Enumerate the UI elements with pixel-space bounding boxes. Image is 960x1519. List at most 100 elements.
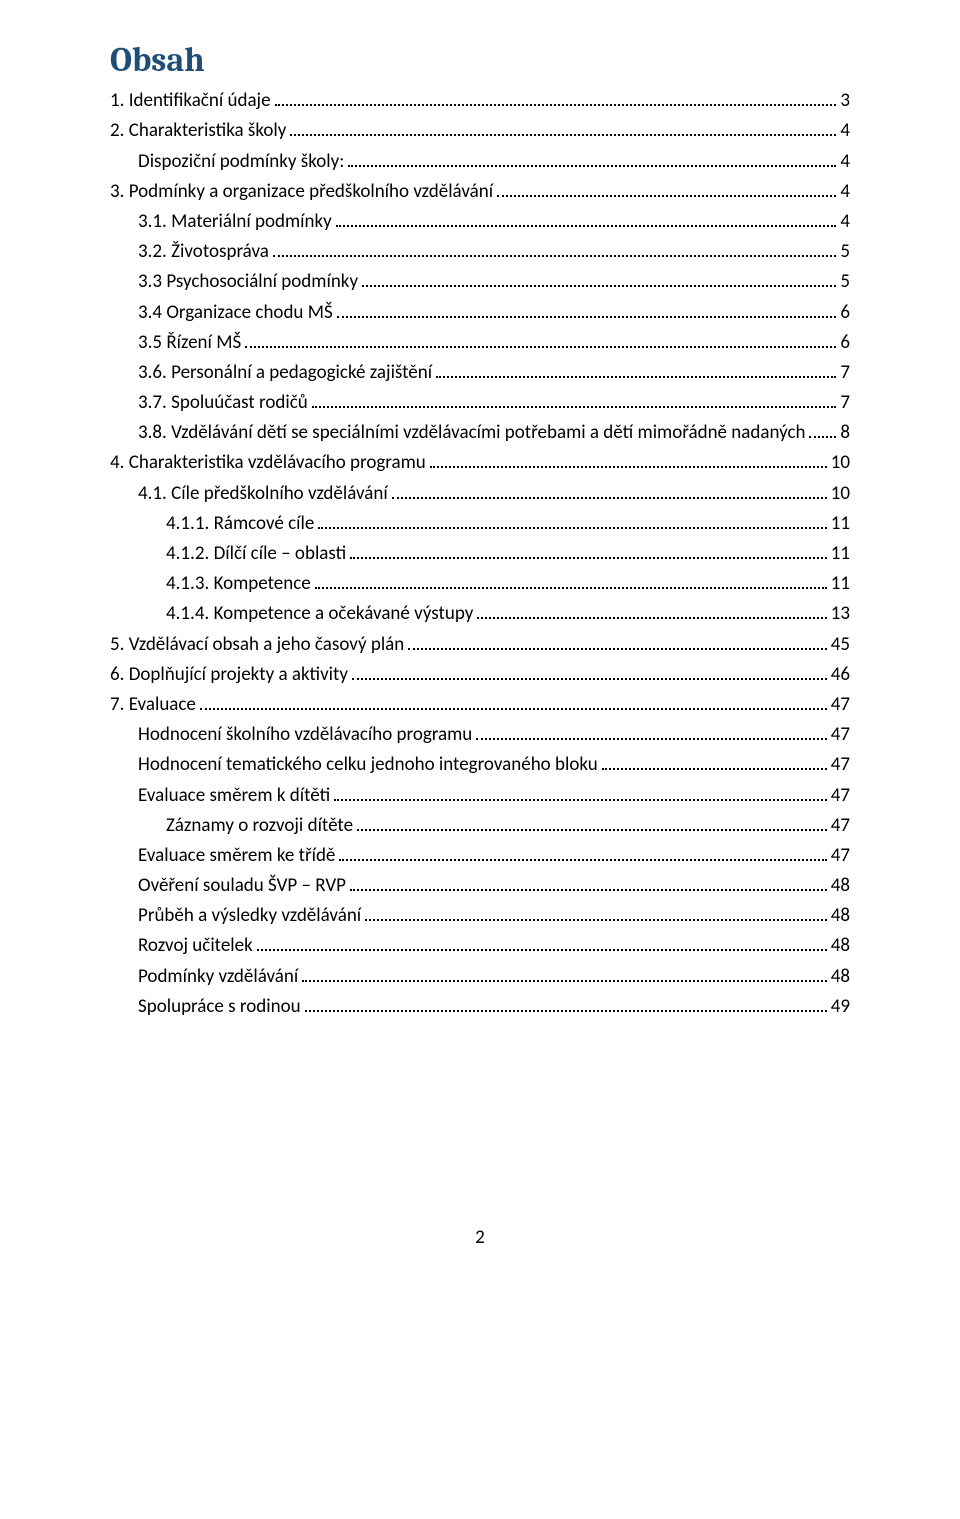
toc-entry-page: 11 <box>831 514 850 533</box>
toc-leader-dots <box>337 302 837 317</box>
toc-leader-dots <box>334 785 827 800</box>
toc-entry[interactable]: 4.1. Cíle předškolního vzdělávání 10 <box>110 483 850 502</box>
toc-entry-page: 48 <box>831 967 850 986</box>
table-of-contents: 1. Identifikační údaje 3 2. Charakteristi… <box>110 91 850 1016</box>
toc-entry-page: 5 <box>840 272 850 291</box>
toc-entry-label: 3.7. Spoluúčast rodičů <box>138 393 308 412</box>
toc-leader-dots <box>275 91 837 106</box>
toc-leader-dots <box>312 393 837 408</box>
toc-entry-page: 11 <box>831 544 850 563</box>
toc-leader-dots <box>245 333 836 348</box>
toc-entry-label: 3.4 Organizace chodu MŠ <box>138 303 333 322</box>
toc-entry[interactable]: 3.7. Spoluúčast rodičů 7 <box>110 393 850 412</box>
toc-entry[interactable]: 3.1. Materiální podmínky 4 <box>110 212 850 231</box>
toc-entry-page: 47 <box>831 846 850 865</box>
toc-entry[interactable]: 3.4 Organizace chodu MŠ 6 <box>110 302 850 321</box>
toc-entry-page: 4 <box>840 121 850 140</box>
toc-entry[interactable]: 4.1.2. Dílčí cíle – oblasti 11 <box>110 544 850 563</box>
toc-entry[interactable]: 4.1.1. Rámcové cíle 11 <box>110 514 850 533</box>
toc-leader-dots <box>200 695 827 710</box>
toc-leader-dots <box>318 514 826 529</box>
toc-entry-page: 47 <box>831 816 850 835</box>
toc-entry-page: 47 <box>831 755 850 774</box>
toc-entry-label: Podmínky vzdělávání <box>138 967 298 986</box>
toc-entry-label: Ověření souladu ŠVP – RVP <box>138 876 346 895</box>
toc-leader-dots <box>436 363 836 378</box>
toc-leader-dots <box>348 151 836 166</box>
toc-entry-label: 6. Doplňující projekty a aktivity <box>110 665 348 684</box>
toc-leader-dots <box>290 121 836 136</box>
toc-entry-label: 2. Charakteristika školy <box>110 121 286 140</box>
toc-entry-label: 4.1.3. Kompetence <box>166 574 311 593</box>
toc-leader-dots <box>257 936 827 951</box>
toc-leader-dots <box>273 242 836 257</box>
toc-entry[interactable]: Průběh a výsledky vzdělávání 48 <box>110 906 850 925</box>
toc-entry-page: 49 <box>831 997 850 1016</box>
footer-page-number: 2 <box>110 1226 850 1249</box>
toc-leader-dots <box>339 846 826 861</box>
page-title: Obsah <box>110 40 850 80</box>
toc-entry-page: 47 <box>831 695 850 714</box>
toc-entry-label: 3.3 Psychosociální podmínky <box>138 272 358 291</box>
toc-entry-page: 48 <box>831 906 850 925</box>
toc-entry-page: 7 <box>840 393 850 412</box>
toc-entry[interactable]: 3. Podmínky a organizace předškolního vz… <box>110 182 850 201</box>
toc-entry-page: 7 <box>840 363 850 382</box>
toc-entry-page: 4 <box>840 212 850 231</box>
toc-entry-page: 13 <box>831 604 850 623</box>
toc-entry-label: Záznamy o rozvoji dítěte <box>166 816 353 835</box>
toc-entry[interactable]: 4.1.3. Kompetence 11 <box>110 574 850 593</box>
toc-entry-label: 3.1. Materiální podmínky <box>138 212 332 231</box>
toc-leader-dots <box>477 604 826 619</box>
toc-entry-page: 48 <box>831 876 850 895</box>
toc-entry[interactable]: 6. Doplňující projekty a aktivity 46 <box>110 665 850 684</box>
toc-entry[interactable]: Ověření souladu ŠVP – RVP 48 <box>110 876 850 895</box>
toc-entry-label: Hodnocení tematického celku jednoho inte… <box>138 755 598 774</box>
toc-entry[interactable]: Hodnocení školního vzdělávacího programu… <box>110 725 850 744</box>
toc-entry-page: 47 <box>831 786 850 805</box>
toc-entry[interactable]: 3.5 Řízení MŠ 6 <box>110 333 850 352</box>
toc-entry[interactable]: 1. Identifikační údaje 3 <box>110 91 850 110</box>
toc-entry-page: 4 <box>840 152 850 171</box>
toc-entry-label: 7. Evaluace <box>110 695 196 714</box>
toc-leader-dots <box>350 544 827 559</box>
toc-entry-label: Dispoziční podmínky školy: <box>138 152 344 171</box>
toc-leader-dots <box>302 966 826 981</box>
toc-entry[interactable]: Záznamy o rozvoji dítěte 47 <box>110 816 850 835</box>
toc-entry[interactable]: 4.1.4. Kompetence a očekávané výstupy 13 <box>110 604 850 623</box>
toc-entry[interactable]: 3.6. Personální a pedagogické zajištění … <box>110 363 850 382</box>
toc-entry[interactable]: Podmínky vzdělávání 48 <box>110 966 850 985</box>
toc-entry[interactable]: 3.2. Životospráva 5 <box>110 242 850 261</box>
toc-entry[interactable]: 2. Charakteristika školy 4 <box>110 121 850 140</box>
toc-entry[interactable]: 4. Charakteristika vzdělávacího programu… <box>110 453 850 472</box>
toc-entry[interactable]: Hodnocení tematického celku jednoho inte… <box>110 755 850 774</box>
toc-entry[interactable]: Evaluace směrem k dítěti 47 <box>110 785 850 804</box>
toc-entry[interactable]: Evaluace směrem ke třídě 47 <box>110 846 850 865</box>
toc-entry[interactable]: 7. Evaluace 47 <box>110 695 850 714</box>
toc-entry[interactable]: 5. Vzdělávací obsah a jeho časový plán 4… <box>110 634 850 653</box>
toc-leader-dots <box>809 423 836 438</box>
toc-entry-page: 48 <box>831 936 850 955</box>
toc-entry-label: 3.5 Řízení MŠ <box>138 333 241 352</box>
toc-entry-label: Rozvoj učitelek <box>138 936 253 955</box>
toc-entry-label: 4.1. Cíle předškolního vzdělávání <box>138 484 388 503</box>
toc-leader-dots <box>476 725 826 740</box>
toc-entry-page: 6 <box>840 333 850 352</box>
toc-entry-page: 3 <box>840 91 850 110</box>
toc-entry-page: 10 <box>831 453 850 472</box>
toc-entry-label: 4. Charakteristika vzdělávacího programu <box>110 453 426 472</box>
toc-entry[interactable]: Dispoziční podmínky školy: 4 <box>110 151 850 170</box>
toc-entry[interactable]: 3.3 Psychosociální podmínky 5 <box>110 272 850 291</box>
toc-entry-page: 11 <box>831 574 850 593</box>
toc-entry-label: Spolupráce s rodinou <box>138 997 301 1016</box>
toc-leader-dots <box>362 272 836 287</box>
toc-entry-label: 4.1.1. Rámcové cíle <box>166 514 314 533</box>
toc-entry-label: Evaluace směrem ke třídě <box>138 846 335 865</box>
toc-entry-label: 3. Podmínky a organizace předškolního vz… <box>110 182 493 201</box>
toc-entry-label: 3.6. Personální a pedagogické zajištění <box>138 363 432 382</box>
toc-entry-label: Evaluace směrem k dítěti <box>138 786 330 805</box>
toc-entry[interactable]: Rozvoj učitelek 48 <box>110 936 850 955</box>
toc-entry[interactable]: 3.8. Vzdělávání dětí se speciálními vzdě… <box>110 423 850 442</box>
toc-entry[interactable]: Spolupráce s rodinou 49 <box>110 997 850 1016</box>
toc-leader-dots <box>392 483 827 498</box>
